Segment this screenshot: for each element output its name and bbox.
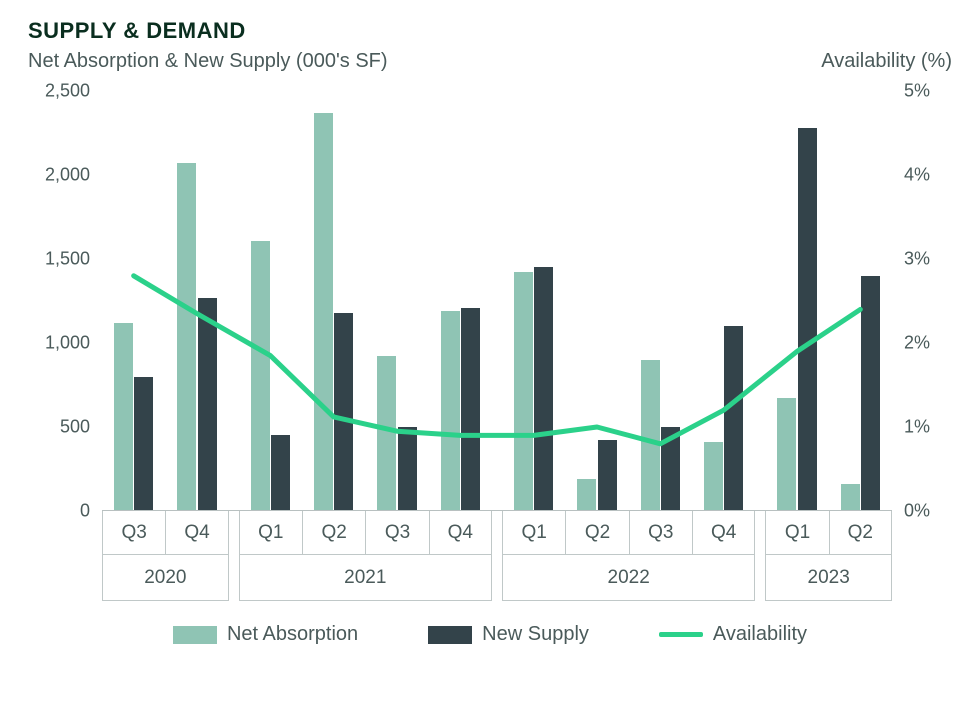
- y-right-tick: 3%: [904, 249, 930, 270]
- quarter-label: Q3: [365, 511, 428, 555]
- x-axis: Q3Q4Q1Q2Q3Q4Q1Q2Q3Q4Q1Q2 202020212022202…: [102, 511, 892, 601]
- legend-box-swatch: [428, 626, 472, 644]
- y-axis-left: 05001,0001,5002,0002,500: [28, 91, 102, 511]
- subtitle-right: Availability (%): [821, 50, 952, 73]
- y-right-tick: 1%: [904, 417, 930, 438]
- line-layer: [102, 91, 892, 511]
- y-axis-right: 0%1%2%3%4%5%: [892, 91, 952, 511]
- y-left-tick: 1,000: [45, 333, 90, 354]
- legend-box-swatch: [173, 626, 217, 644]
- legend-line-swatch: [659, 632, 703, 637]
- year-label: 2022: [502, 555, 755, 601]
- y-right-tick: 5%: [904, 81, 930, 102]
- subtitle-left: Net Absorption & New Supply (000's SF): [28, 50, 388, 73]
- plot-area: [102, 91, 892, 511]
- quarter-label: Q2: [565, 511, 628, 555]
- y-right-tick: 4%: [904, 165, 930, 186]
- legend-item: Net Absorption: [173, 623, 358, 646]
- legend-item: New Supply: [428, 623, 589, 646]
- legend-label: Net Absorption: [227, 623, 358, 646]
- quarter-label: Q4: [429, 511, 492, 555]
- year-label: 2023: [765, 555, 892, 601]
- quarter-label: Q4: [165, 511, 228, 555]
- availability-line: [134, 276, 861, 444]
- year-label: 2020: [102, 555, 229, 601]
- chart: 05001,0001,5002,0002,500 0%1%2%3%4%5% Q3…: [28, 91, 952, 601]
- y-left-tick: 2,500: [45, 81, 90, 102]
- subtitle-row: Net Absorption & New Supply (000's SF) A…: [28, 50, 952, 73]
- quarter-row: Q3Q4Q1Q2Q3Q4Q1Q2Q3Q4Q1Q2: [102, 511, 892, 555]
- y-left-tick: 500: [60, 417, 90, 438]
- quarter-label: Q1: [502, 511, 565, 555]
- y-left-tick: 1,500: [45, 249, 90, 270]
- quarter-label: Q2: [302, 511, 365, 555]
- quarter-label: Q1: [239, 511, 302, 555]
- legend: Net Absorption New Supply Availability: [28, 623, 952, 646]
- legend-item: Availability: [659, 623, 807, 646]
- y-right-tick: 2%: [904, 333, 930, 354]
- legend-label: New Supply: [482, 623, 589, 646]
- y-left-tick: 2,000: [45, 165, 90, 186]
- y-right-tick: 0%: [904, 501, 930, 522]
- quarter-label: Q3: [629, 511, 692, 555]
- legend-label: Availability: [713, 623, 807, 646]
- y-left-tick: 0: [80, 501, 90, 522]
- year-label: 2021: [239, 555, 492, 601]
- quarter-label: Q4: [692, 511, 755, 555]
- year-row: 2020202120222023: [102, 555, 892, 601]
- quarter-label: Q1: [765, 511, 828, 555]
- chart-title: SUPPLY & DEMAND: [28, 18, 952, 44]
- quarter-label: Q2: [829, 511, 892, 555]
- quarter-label: Q3: [102, 511, 165, 555]
